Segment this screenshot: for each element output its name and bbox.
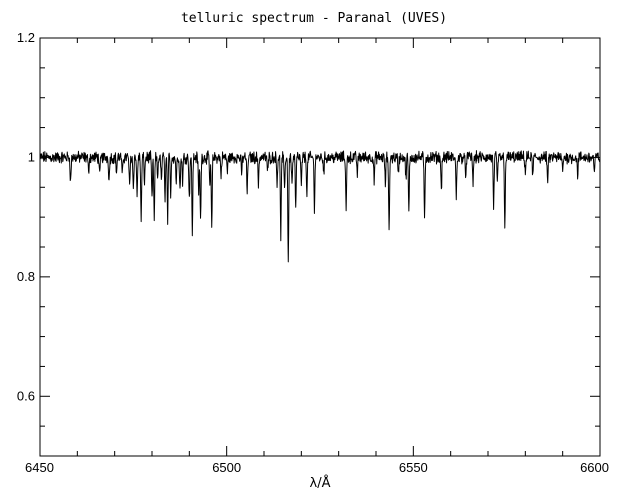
- y-tick-label: 0.6: [17, 388, 35, 403]
- axis-tick-labels: 6450 6500 6550 6600 0.6 0.8 1 1.2: [17, 30, 609, 475]
- y-tick-label: 1: [28, 149, 35, 164]
- x-tick-label: 6600: [580, 460, 609, 475]
- x-tick-label: 6450: [25, 460, 54, 475]
- y-tick-label: 1.2: [17, 30, 35, 45]
- x-tick-label: 6550: [399, 460, 428, 475]
- spectrum-line: [39, 150, 601, 263]
- x-tick-label: 6500: [212, 460, 241, 475]
- axis-ticks: [39, 37, 601, 457]
- plot-frame: [39, 37, 601, 457]
- x-axis-label: λ/Å: [310, 475, 331, 491]
- chart-title: telluric spectrum - Paranal (UVES): [181, 11, 447, 26]
- y-tick-label: 0.8: [17, 269, 35, 284]
